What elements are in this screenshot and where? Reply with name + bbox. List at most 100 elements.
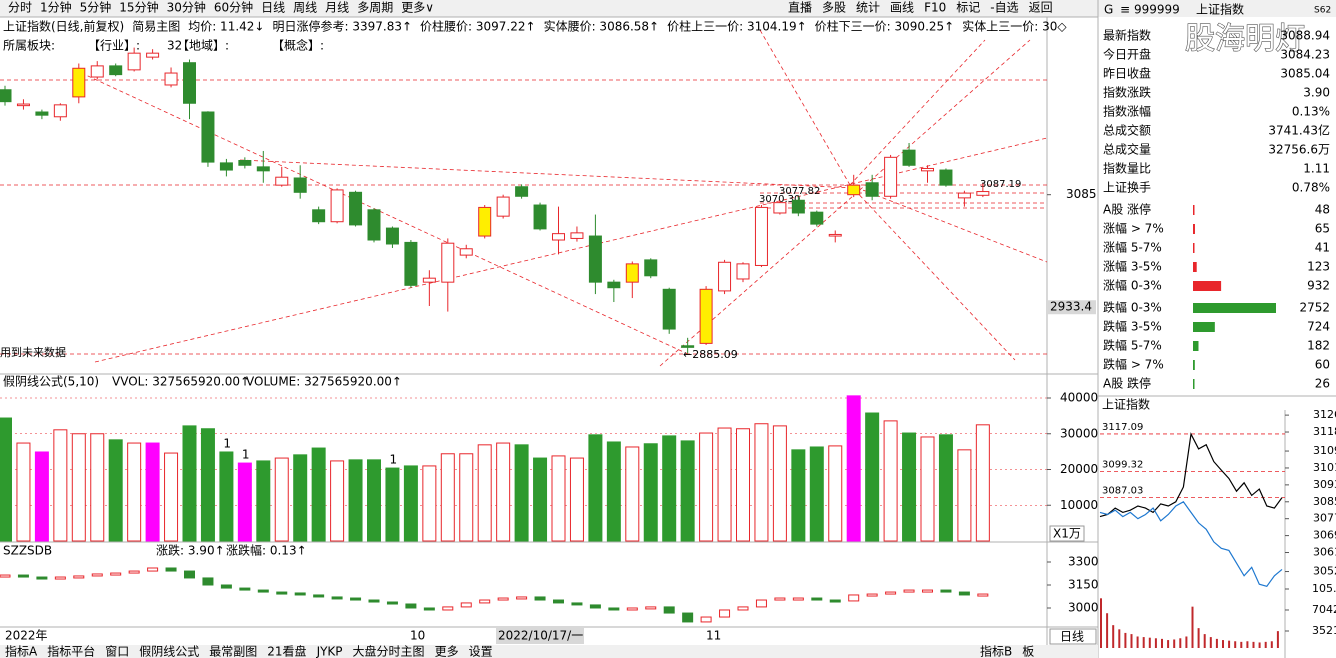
- volume-bar: [90, 433, 105, 542]
- panel-value: 涨跌: 3.90↑: [156, 543, 225, 558]
- volume-label: 1: [389, 453, 397, 467]
- szzsdb-bar: [386, 601, 398, 605]
- volume-bar: [348, 459, 363, 542]
- toolbar-button[interactable]: 画线: [890, 1, 914, 15]
- toolbar-button[interactable]: 标记: [956, 1, 980, 15]
- mini-volume-bar: [1112, 625, 1115, 648]
- bottom-tab[interactable]: 指标B: [980, 644, 1012, 658]
- toolbar-button[interactable]: -自选: [990, 1, 1018, 15]
- toolbar-button[interactable]: 统计: [856, 1, 880, 15]
- volume-bar: [496, 442, 511, 542]
- period-box[interactable]: [1049, 628, 1097, 645]
- bottom-tab[interactable]: 假阴线公式: [139, 645, 199, 658]
- szzsdb-bar: [184, 570, 195, 579]
- candle-body: [515, 186, 529, 197]
- toolbar-tab[interactable]: 分时: [8, 1, 32, 15]
- info-item: 均价: 11.42↓: [188, 20, 264, 34]
- bottom-tab[interactable]: 设置: [469, 645, 493, 658]
- bottom-tab[interactable]: 指标平台: [47, 644, 95, 658]
- toolbar-tab[interactable]: 更多∨: [401, 1, 434, 15]
- toolbar-tab[interactable]: 日线: [261, 1, 285, 15]
- level-label: 3099.32: [1102, 460, 1143, 471]
- candle-body: [367, 209, 381, 241]
- y-tick-label: 352128: [1312, 624, 1336, 637]
- toolbar-tab[interactable]: 1分钟: [40, 0, 72, 15]
- toolbar-tab[interactable]: 多周期: [357, 1, 393, 15]
- stat-label: 指数涨跌: [1103, 85, 1151, 100]
- volume-bar: [920, 436, 935, 542]
- bottom-tab[interactable]: 板: [1022, 645, 1034, 658]
- szzsdb-bar: [17, 574, 29, 578]
- stat-label: 总成交量: [1103, 142, 1151, 157]
- bottom-tab[interactable]: 大盘分时主图: [353, 644, 425, 658]
- date-label: 11: [706, 629, 721, 643]
- stat-label: 指数涨幅: [1103, 104, 1151, 119]
- szzsdb-bar: [700, 616, 712, 623]
- candle-body: [53, 104, 67, 118]
- breadth-bar: [1193, 243, 1195, 253]
- y-tick-label: 40000: [1060, 391, 1098, 405]
- breadth-value: 182: [1307, 339, 1330, 353]
- candle-body: [422, 277, 436, 283]
- szzsdb-bar: [165, 567, 177, 572]
- toolbar-tab[interactable]: 30分钟: [167, 0, 206, 15]
- toolbar-button[interactable]: 多股: [822, 1, 846, 15]
- info-item: 价柱下三一价: 3090.25↑: [815, 19, 955, 34]
- candle-body: [478, 206, 492, 237]
- szzsdb-bar: [553, 599, 564, 604]
- mini-volume-bar: [1173, 639, 1176, 648]
- szzsdb-bar: [589, 604, 601, 609]
- volume-bar: [459, 453, 474, 542]
- trend-line: [74, 69, 691, 356]
- breadth-label: A股 涨停: [1103, 202, 1151, 217]
- szzsdb-bar: [958, 591, 970, 596]
- annotation: 3087.19: [980, 179, 1021, 190]
- mini-volume-bar: [1222, 640, 1224, 648]
- breadth-value: 65: [1315, 222, 1330, 236]
- toolbar-tab[interactable]: 5分钟: [80, 0, 112, 15]
- mini-volume-bar: [1118, 629, 1121, 648]
- stat-value: 3085.04: [1280, 67, 1330, 81]
- period-label[interactable]: 日线: [1060, 630, 1084, 644]
- breadth-value: 41: [1315, 241, 1330, 255]
- volume-bar: [71, 433, 86, 542]
- bottom-tab[interactable]: 窗口: [105, 645, 129, 658]
- toolbar-tab[interactable]: 周线: [293, 1, 317, 15]
- toolbar-tab[interactable]: 15分钟: [119, 0, 158, 15]
- y-tick-label: 704255: [1312, 603, 1336, 616]
- breadth-bar: [1193, 224, 1195, 234]
- szzsdb-bar: [811, 597, 823, 601]
- volume-bar: [237, 462, 252, 542]
- szzsdb-bar: [626, 607, 638, 611]
- toolbar-button[interactable]: F10: [924, 1, 946, 15]
- info-item: 上证指数(日线,前复权): [3, 19, 124, 34]
- toolbar-button[interactable]: 返回: [1029, 1, 1053, 15]
- bottom-tab[interactable]: 最常副图: [209, 645, 257, 658]
- candle-body: [72, 67, 86, 98]
- toolbar-tab[interactable]: 月线: [325, 1, 349, 15]
- y-tick-label: 3300: [1068, 555, 1099, 569]
- bottom-tab[interactable]: 更多: [435, 645, 459, 658]
- volume-bar: [736, 428, 750, 542]
- stat-label: 最新指数: [1103, 28, 1151, 43]
- bottom-tab[interactable]: JYKP: [316, 645, 343, 658]
- szzsdb-bar: [460, 602, 472, 608]
- volume-bar: [422, 465, 437, 542]
- mini-title: 上证指数: [1102, 397, 1150, 412]
- volume-bar: [754, 423, 769, 542]
- annotation: 用到未来数据: [0, 345, 66, 359]
- cursor-value-box: [1048, 300, 1096, 315]
- breadth-label: 涨幅 0-3%: [1103, 278, 1162, 293]
- bottom-tab[interactable]: 21看盘: [267, 644, 306, 658]
- volume-bar: [145, 442, 160, 542]
- toolbar-tab[interactable]: 60分钟: [214, 0, 253, 15]
- bottom-tab[interactable]: 指标A: [5, 644, 38, 658]
- volume-bar: [680, 440, 695, 542]
- y-tick-label: 3000: [1068, 600, 1099, 614]
- toolbar-button[interactable]: 直播: [788, 1, 812, 15]
- y-tick-label: 3126: [1313, 408, 1336, 421]
- volume-bar: [182, 425, 197, 542]
- volume-bar: [34, 451, 49, 542]
- volume-bar: [108, 439, 123, 542]
